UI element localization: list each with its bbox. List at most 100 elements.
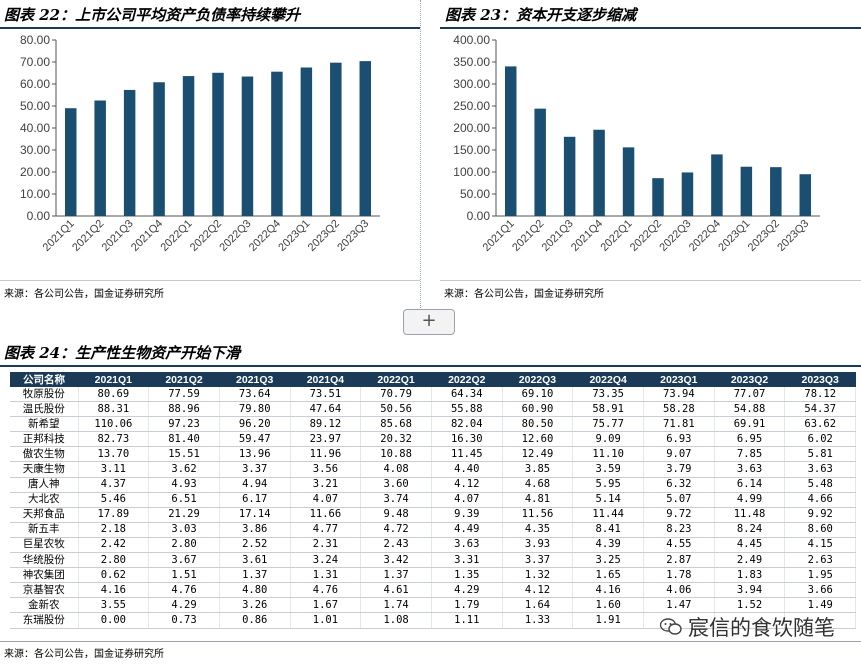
value-cell: 1.01: [290, 612, 362, 629]
column-header: 2021Q1: [78, 372, 149, 387]
y-tick-label: 80.00: [20, 33, 50, 47]
table-row: 京基智农 4.16 4.76 4.80 4.76 4.61 4.29 4.12 4.16 4.06…: [10, 582, 857, 599]
value-cell: 71.81: [643, 416, 715, 433]
value-cell: 69.91: [714, 416, 786, 433]
x-tick-label: 2021Q2: [510, 218, 546, 254]
x-tick-label: 2021Q1: [41, 218, 77, 254]
bar-2021Q1: [504, 66, 517, 217]
value-cell: 0.73: [148, 612, 220, 629]
value-cell: 1.74: [360, 597, 432, 614]
value-cell: 2.31: [290, 537, 362, 554]
bar-2021Q2: [534, 108, 546, 216]
value-cell: 5.48: [784, 477, 857, 493]
value-cell: 3.63: [431, 537, 503, 554]
table-row: 傲农生物 13.70 15.51 13.96 11.96 10.88 11.45 12.49 1…: [10, 446, 857, 463]
value-cell: 4.08: [360, 461, 432, 478]
value-cell: 3.59: [572, 461, 644, 478]
value-cell: 3.37: [219, 461, 291, 478]
value-cell: 3.25: [572, 552, 644, 569]
x-tick-label: 2022Q3: [217, 218, 253, 254]
table-row: 东瑞股份 0.00 0.73 0.86 1.01 1.08 1.11 1.33 1.91: [10, 612, 857, 629]
x-tick-label: 2022Q4: [247, 218, 283, 254]
value-cell: 88.31: [78, 401, 150, 418]
value-cell: 88.96: [148, 401, 220, 418]
value-cell: 0.86: [219, 612, 291, 629]
value-cell: 4.93: [148, 477, 220, 493]
bar-2022Q2: [212, 72, 224, 216]
value-cell: 4.81: [502, 492, 574, 508]
bar-2023Q3: [359, 61, 372, 217]
watermark: 宸信的食饮随笔: [660, 612, 835, 642]
value-cell: 3.21: [290, 477, 362, 493]
value-cell: 4.99: [714, 492, 786, 508]
y-tick-label: 40.00: [20, 121, 50, 135]
value-cell: 4.68: [502, 477, 574, 493]
value-cell: 4.39: [572, 537, 644, 554]
y-tick-label: 100.00: [453, 165, 490, 179]
value-cell: 69.10: [502, 387, 574, 403]
value-cell: 3.63: [714, 461, 786, 478]
company-name-cell: 京基智农: [10, 582, 79, 599]
value-cell: 6.93: [643, 431, 715, 448]
value-cell: 8.41: [572, 522, 644, 538]
value-cell: 3.42: [360, 552, 432, 569]
company-name-cell: 正邦科技: [10, 431, 79, 448]
column-header: 2021Q4: [290, 372, 361, 387]
table-row: 天邦食品 17.89 21.29 17.14 11.66 9.48 9.39 11.56 11.…: [10, 507, 857, 523]
value-cell: [784, 612, 857, 629]
y-tick-label: 10.00: [20, 187, 50, 201]
table-24-title-rule: [0, 365, 861, 367]
value-cell: 1.65: [572, 567, 644, 584]
value-cell: 11.66: [290, 507, 362, 523]
value-cell: 4.06: [643, 582, 715, 599]
value-cell: 1.33: [502, 612, 574, 629]
value-cell: 5.46: [78, 492, 150, 508]
value-cell: 79.80: [219, 401, 291, 418]
x-tick-label: 2021Q2: [70, 218, 106, 254]
value-cell: 4.37: [78, 477, 150, 493]
value-cell: 12.60: [502, 431, 574, 448]
table-row: 大北农 5.46 6.51 6.17 4.07 3.74 4.07 4.81 5.14 5.07 4…: [10, 492, 857, 508]
value-cell: 3.74: [360, 492, 432, 508]
bar-2021Q3: [123, 89, 136, 216]
value-cell: 82.73: [78, 431, 150, 448]
value-cell: 4.12: [502, 582, 574, 599]
chart-22-plot: 0.00 10.00 20.00 30.00 40.00 50.00 60.00 70.00 8…: [20, 33, 380, 254]
bar-2021Q2: [94, 100, 106, 216]
company-name-cell: 东瑞股份: [10, 612, 79, 629]
company-name-cell: 天康生物: [10, 461, 79, 478]
value-cell: 13.96: [219, 446, 291, 463]
value-cell: 1.91: [572, 612, 644, 629]
chart-22-title: 图表 22：上市公司平均资产负债率持续攀升: [4, 6, 301, 24]
y-tick-label: 250.00: [453, 99, 490, 113]
column-header: 2021Q3: [219, 372, 291, 387]
value-cell: 3.63: [784, 461, 857, 478]
value-cell: 11.96: [290, 446, 362, 463]
value-cell: 73.94: [643, 387, 715, 403]
chart-23-plot: 0.00 50.00 100.00 150.00 200.00 250.00 300.00 3…: [453, 33, 820, 254]
value-cell: 47.64: [290, 401, 362, 418]
value-cell: 3.03: [148, 522, 220, 538]
x-tick-label: 2021Q1: [481, 218, 517, 254]
value-cell: 4.12: [431, 477, 503, 493]
value-cell: 8.23: [643, 522, 715, 538]
bar-2022Q1: [182, 76, 195, 216]
value-cell: 4.40: [431, 461, 503, 478]
add-button[interactable]: +: [403, 309, 455, 335]
table-row: 新五丰 2.18 3.03 3.86 4.77 4.72 4.49 4.35 8.41 8.23 8…: [10, 522, 857, 538]
value-cell: 11.48: [714, 507, 786, 523]
value-cell: 6.51: [148, 492, 220, 508]
value-cell: 9.07: [643, 446, 715, 463]
value-cell: 4.61: [360, 582, 432, 599]
value-cell: 4.16: [572, 582, 644, 599]
value-cell: 4.76: [290, 582, 362, 599]
value-cell: 63.62: [784, 416, 857, 433]
value-cell: 77.59: [148, 387, 220, 403]
value-cell: 54.37: [784, 401, 857, 418]
value-cell: 3.93: [502, 537, 574, 554]
value-cell: 13.70: [78, 446, 150, 463]
value-cell: 4.16: [78, 582, 150, 599]
value-cell: 4.76: [148, 582, 220, 599]
table-row: 天康生物 3.11 3.62 3.37 3.56 4.08 4.40 3.85 3.59 3.79…: [10, 461, 857, 478]
chart-22-source-rule: [0, 280, 420, 281]
